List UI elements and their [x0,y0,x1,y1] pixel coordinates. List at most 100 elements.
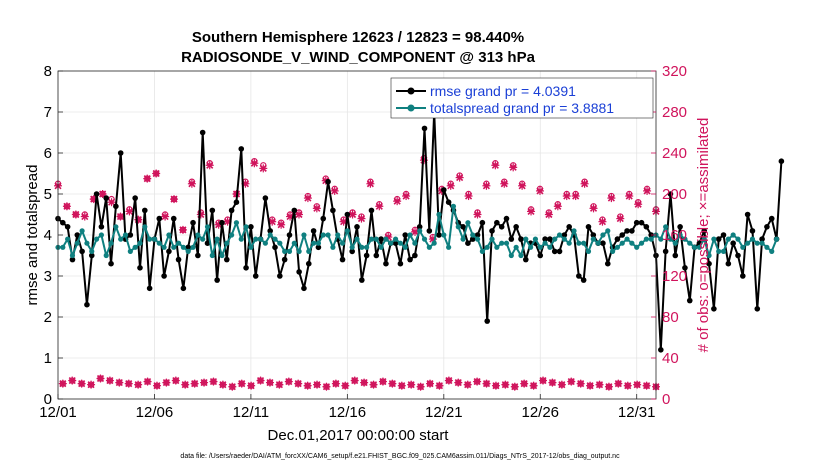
totalspread-point [489,236,495,242]
y-right-tick-label: 80 [662,309,679,326]
rmse-point [633,219,640,226]
totalspread-point [696,244,703,250]
rmse-point [209,207,216,214]
rmse-point [436,232,442,238]
rmse-point [103,195,110,201]
legend-rmse-label: rmse grand pr = 4.0391 [430,83,576,99]
rmse-point [402,232,409,238]
rmse-point [547,236,553,242]
totalspread-point [740,244,746,250]
totalspread-point [229,232,235,238]
totalspread-point [359,244,365,250]
totalspread-point [585,248,592,254]
totalspread-point [253,236,259,242]
rmse-point [137,265,143,271]
totalspread-point [200,236,206,242]
totalspread-point [426,244,432,250]
rmse-point [146,285,153,292]
totalspread-point [605,228,611,234]
totalspread-point [339,240,346,246]
rmse-point [469,236,476,242]
y-left-tick-label: 2 [44,309,52,326]
totalspread-point [614,244,621,250]
legend-rmse-marker [407,87,415,95]
totalspread-point [277,240,283,246]
totalspread-point [195,232,201,238]
totalspread-point [725,236,731,242]
totalspread-point [600,232,606,238]
legend: rmse grand pr = 4.0391 totalspread grand… [390,77,654,119]
totalspread-point [147,236,153,242]
totalspread-point [691,244,698,250]
totalspread-point [171,244,177,250]
totalspread-point [441,232,447,238]
rmse-point [238,146,245,152]
totalspread-point [190,244,196,250]
totalspread-point [282,248,288,254]
rmse-point [267,228,273,234]
y-axis-right: 0 40 80 120 160 200 240 280 320 [651,63,687,408]
totalspread-point [257,236,264,242]
totalspread-point [745,240,751,246]
rmse-point [445,199,452,205]
totalspread-point [65,236,71,242]
totalspread-point [224,240,230,246]
totalspread-point [84,240,90,246]
totalspread-point [93,236,100,242]
totalspread-point [431,240,437,246]
totalspread-point [262,240,268,246]
totalspread-point [137,240,143,246]
rmse-point [175,256,182,263]
rmse-point [701,228,708,234]
rmse-point [416,224,423,230]
rmse-point [354,224,360,230]
rmse-point [624,228,630,234]
rmse-point [339,256,346,263]
rmse-point [740,273,746,279]
totalspread-point [175,240,182,246]
rmse-point [580,277,587,283]
rmse-point [711,306,717,312]
totalspread-point [561,236,567,242]
rmse-point [421,125,428,132]
rmse-point [590,232,597,238]
rmse-point [272,244,278,251]
rmse-point [330,207,336,214]
rmse-point [320,215,327,222]
rmse-point [522,256,529,263]
rmse-point [190,219,196,226]
totalspread-point [354,236,360,242]
rmse-point [84,301,90,308]
totalspread-point [450,203,457,209]
rmse-point [407,256,413,263]
rmse-point [672,252,679,259]
rmse-point [465,240,471,246]
totalspread-point [542,240,548,246]
rmse-point [291,207,298,214]
rmse-point [64,224,71,230]
totalspread-point [412,240,418,246]
rmse-point [600,240,606,246]
totalspread-point [219,252,225,259]
totalspread-point [769,248,775,254]
totalspread-point [392,236,399,242]
rmse-point [108,260,114,267]
totalspread-point [581,240,587,246]
rmse-point [117,150,124,156]
totalspread-point [663,224,669,230]
rmse-point [228,207,235,214]
rmse-point [98,224,105,230]
rmse-point [277,273,283,279]
totalspread-point [643,236,649,242]
y-left-tick-label: 7 [44,104,52,121]
totalspread-point [79,228,85,234]
rmse-point [325,178,331,185]
totalspread-point [494,244,500,250]
totalspread-point [503,240,510,246]
totalspread-point [248,244,254,250]
totalspread-point [330,244,336,250]
rmse-point [349,248,355,255]
x-tick-label: 12/21 [425,404,463,421]
totalspread-point [532,236,539,242]
totalspread-point [407,232,413,238]
